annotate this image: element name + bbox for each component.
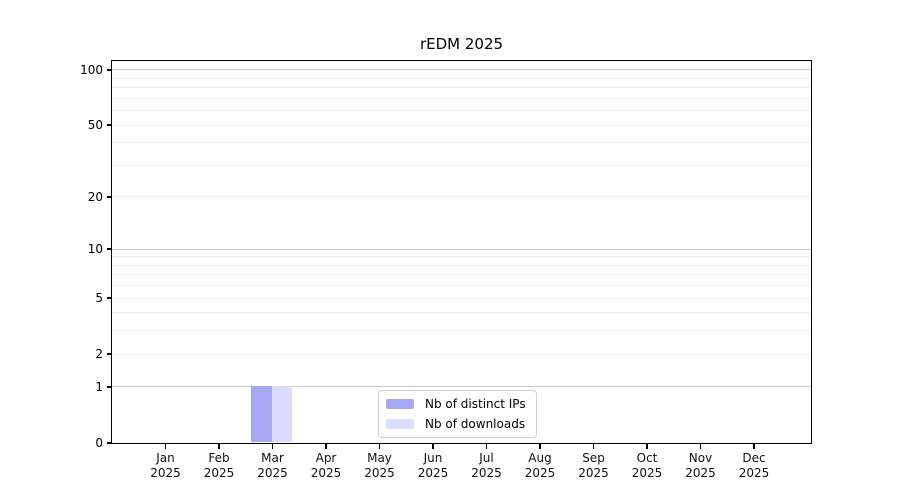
y-gridline-minor (112, 97, 811, 99)
legend-item-distinct-ips: Nb of distinct IPs (386, 396, 526, 412)
x-tick-month: Feb (208, 451, 230, 465)
y-gridline-minor (112, 87, 811, 89)
x-tick-year: 2025 (471, 466, 502, 480)
x-tick (592, 444, 595, 449)
x-tick-label-jun: Jun 2025 (405, 451, 461, 481)
x-tick (699, 444, 702, 449)
x-tick-year: 2025 (738, 466, 770, 480)
y-gridline-minor (112, 312, 811, 314)
y-gridline-minor (112, 264, 811, 266)
x-tick-label-apr: Apr 2025 (298, 451, 354, 481)
y-gridline-major (112, 248, 811, 250)
x-tick-label-oct: Oct 2025 (619, 451, 675, 481)
x-tick-label-jan: Jan 2025 (138, 451, 194, 481)
y-tick-label-0: 0 (95, 436, 103, 450)
x-tick (325, 444, 327, 449)
x-tick-year: 2025 (257, 466, 288, 480)
x-tick-year: 2025 (417, 466, 449, 480)
bar-distinct-ips (251, 386, 272, 443)
bar-downloads (271, 386, 293, 443)
legend-swatch-distinct-ips-icon (386, 399, 414, 409)
y-tick (107, 196, 112, 198)
x-tick (164, 444, 167, 449)
legend: Nb of distinct IPs Nb of downloads (378, 390, 537, 438)
y-tick (107, 297, 112, 299)
x-tick-year: 2025 (631, 466, 663, 480)
y-gridline-minor (112, 330, 811, 332)
x-tick-label-nov: Nov 2025 (673, 451, 729, 481)
x-tick (485, 444, 488, 449)
x-tick-label-may: May 2025 (352, 451, 408, 481)
legend-item-downloads: Nb of downloads (386, 416, 526, 432)
x-tick (753, 444, 755, 449)
y-gridline-minor (112, 196, 811, 198)
y-gridline-minor (112, 142, 811, 144)
x-tick-month: Jun (423, 451, 443, 465)
x-tick-year: 2025 (578, 466, 609, 480)
x-tick-month: May (367, 451, 392, 465)
y-tick (107, 386, 112, 388)
y-tick-label-10: 10 (87, 242, 103, 257)
x-tick-label-aug: Aug 2025 (512, 451, 568, 481)
x-tick-year: 2025 (685, 466, 716, 480)
x-tick-month: Mar (261, 451, 284, 465)
x-tick-year: 2025 (150, 466, 181, 480)
y-gridline-major (112, 386, 811, 388)
legend-label-distinct-ips: Nb of distinct IPs (425, 397, 526, 411)
x-tick-month: Aug (528, 451, 552, 465)
y-tick (107, 248, 112, 250)
x-tick (378, 444, 381, 449)
y-tick (107, 124, 112, 126)
x-tick-year: 2025 (310, 466, 342, 480)
x-tick-label-jul: Jul 2025 (459, 451, 515, 481)
y-gridline-major (112, 69, 811, 71)
y-tick (107, 69, 112, 71)
y-gridline-minor (112, 274, 811, 276)
x-tick (271, 444, 274, 449)
x-tick-month: Nov (688, 451, 713, 465)
y-gridline-minor (112, 77, 811, 79)
x-tick (218, 444, 220, 449)
x-tick-label-feb: Feb 2025 (191, 451, 247, 481)
x-tick (432, 444, 434, 449)
x-tick-month: Apr (315, 451, 337, 465)
x-tick-month: Dec (742, 451, 766, 465)
x-tick-year: 2025 (203, 466, 235, 480)
y-gridline-minor (112, 297, 811, 299)
legend-swatch-downloads-icon (386, 419, 414, 429)
x-tick-year: 2025 (364, 466, 395, 480)
y-tick-label-2: 2 (95, 347, 103, 362)
y-gridline-minor (112, 164, 811, 166)
y-tick-label-100: 100 (80, 63, 103, 77)
x-tick (646, 444, 648, 449)
x-tick-label-sep: Sep 2025 (566, 451, 622, 481)
y-tick-label-50: 50 (87, 118, 103, 133)
legend-label-downloads: Nb of downloads (425, 417, 526, 431)
y-tick (107, 353, 112, 355)
x-tick-month: Jul (479, 451, 494, 465)
x-tick-month: Oct (636, 451, 658, 465)
y-gridline-minor (112, 124, 811, 126)
x-tick-month: Jan (156, 451, 175, 465)
y-tick-label-1: 1 (95, 379, 103, 394)
chart-title: rEDM 2025 (419, 35, 504, 53)
y-tick-label-20: 20 (87, 189, 103, 204)
x-tick-label-mar: Mar 2025 (245, 451, 301, 481)
y-tick (107, 442, 112, 444)
x-tick-label-dec: Dec 2025 (726, 451, 782, 481)
y-gridline-minor (112, 353, 811, 355)
plot-area (111, 60, 812, 444)
y-tick-label-5: 5 (95, 291, 103, 306)
x-tick-year: 2025 (524, 466, 556, 480)
y-gridline-minor (112, 285, 811, 287)
x-tick (539, 444, 541, 449)
y-gridline-minor (112, 256, 811, 258)
y-gridline-minor (112, 110, 811, 112)
x-tick-month: Sep (582, 451, 605, 465)
